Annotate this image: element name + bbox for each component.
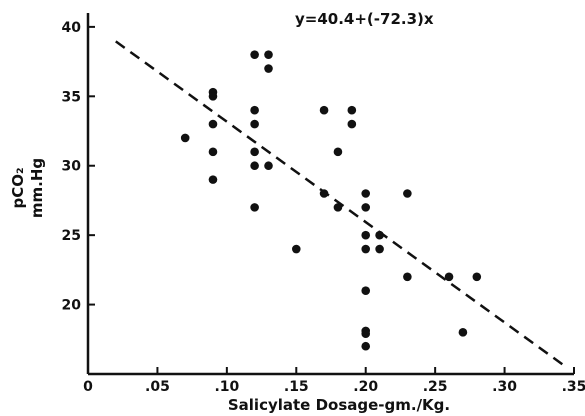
y-tick-label: 35 bbox=[62, 89, 81, 105]
data-point bbox=[403, 189, 412, 198]
x-tick-label: .30 bbox=[492, 379, 517, 395]
data-point bbox=[333, 147, 343, 157]
data-point bbox=[444, 272, 454, 282]
data-point bbox=[403, 272, 412, 282]
y-tick-label: 25 bbox=[62, 228, 81, 244]
data-point bbox=[250, 119, 259, 129]
data-point bbox=[361, 244, 371, 254]
data-point bbox=[361, 230, 371, 240]
y-axis-label-line1: pCO₂ bbox=[9, 167, 27, 208]
data-point bbox=[375, 244, 384, 254]
data-point bbox=[472, 272, 482, 282]
regression-equation: y=40.4+(-72.3)x bbox=[295, 10, 434, 28]
y-ticks: 20 25 30 35 40 bbox=[62, 20, 95, 314]
data-point bbox=[361, 341, 371, 351]
data-point bbox=[319, 105, 329, 115]
y-tick-label: 30 bbox=[62, 159, 82, 175]
x-tick-label: .25 bbox=[423, 379, 448, 395]
data-point bbox=[375, 230, 384, 240]
y-axis-label-line2: mm.Hg bbox=[28, 158, 46, 218]
x-tick-label: .20 bbox=[353, 379, 378, 395]
y-tick-label: 40 bbox=[62, 20, 82, 36]
y-tick-label: 20 bbox=[62, 298, 82, 314]
x-tick-label: .05 bbox=[145, 379, 170, 395]
data-point bbox=[347, 119, 357, 129]
data-point bbox=[264, 50, 273, 59]
data-point bbox=[458, 328, 468, 337]
regression-line bbox=[115, 40, 568, 369]
data-point bbox=[361, 286, 371, 295]
data-point bbox=[250, 203, 259, 212]
x-tick-label: .35 bbox=[562, 379, 585, 395]
data-point bbox=[264, 64, 273, 73]
data-point bbox=[180, 133, 190, 143]
data-point bbox=[347, 105, 357, 115]
data-point bbox=[291, 244, 301, 254]
data-point bbox=[250, 50, 259, 59]
x-tick-label: .10 bbox=[214, 379, 239, 395]
x-tick-label: 0 bbox=[83, 379, 93, 395]
data-point bbox=[208, 119, 218, 129]
x-tick-label: .15 bbox=[284, 379, 309, 395]
data-point bbox=[361, 189, 371, 198]
data-point bbox=[264, 161, 273, 171]
data-points bbox=[180, 50, 482, 351]
x-ticks: 0 .05 .10 .15 .20 .25 .30 .35 bbox=[83, 367, 585, 395]
data-point bbox=[250, 105, 259, 115]
axes: 20 25 30 35 40 0 .05 .10 .15 .20 .25 .30 .35 bbox=[62, 13, 585, 395]
data-point bbox=[208, 175, 218, 184]
data-point bbox=[250, 161, 259, 171]
data-point bbox=[319, 189, 329, 198]
data-point bbox=[361, 203, 371, 212]
data-point bbox=[361, 329, 371, 339]
data-point bbox=[208, 147, 218, 157]
data-point bbox=[250, 147, 259, 157]
data-point bbox=[208, 92, 218, 101]
x-axis-label: Salicylate Dosage-gm./Kg. bbox=[228, 396, 450, 414]
data-point bbox=[333, 203, 343, 212]
